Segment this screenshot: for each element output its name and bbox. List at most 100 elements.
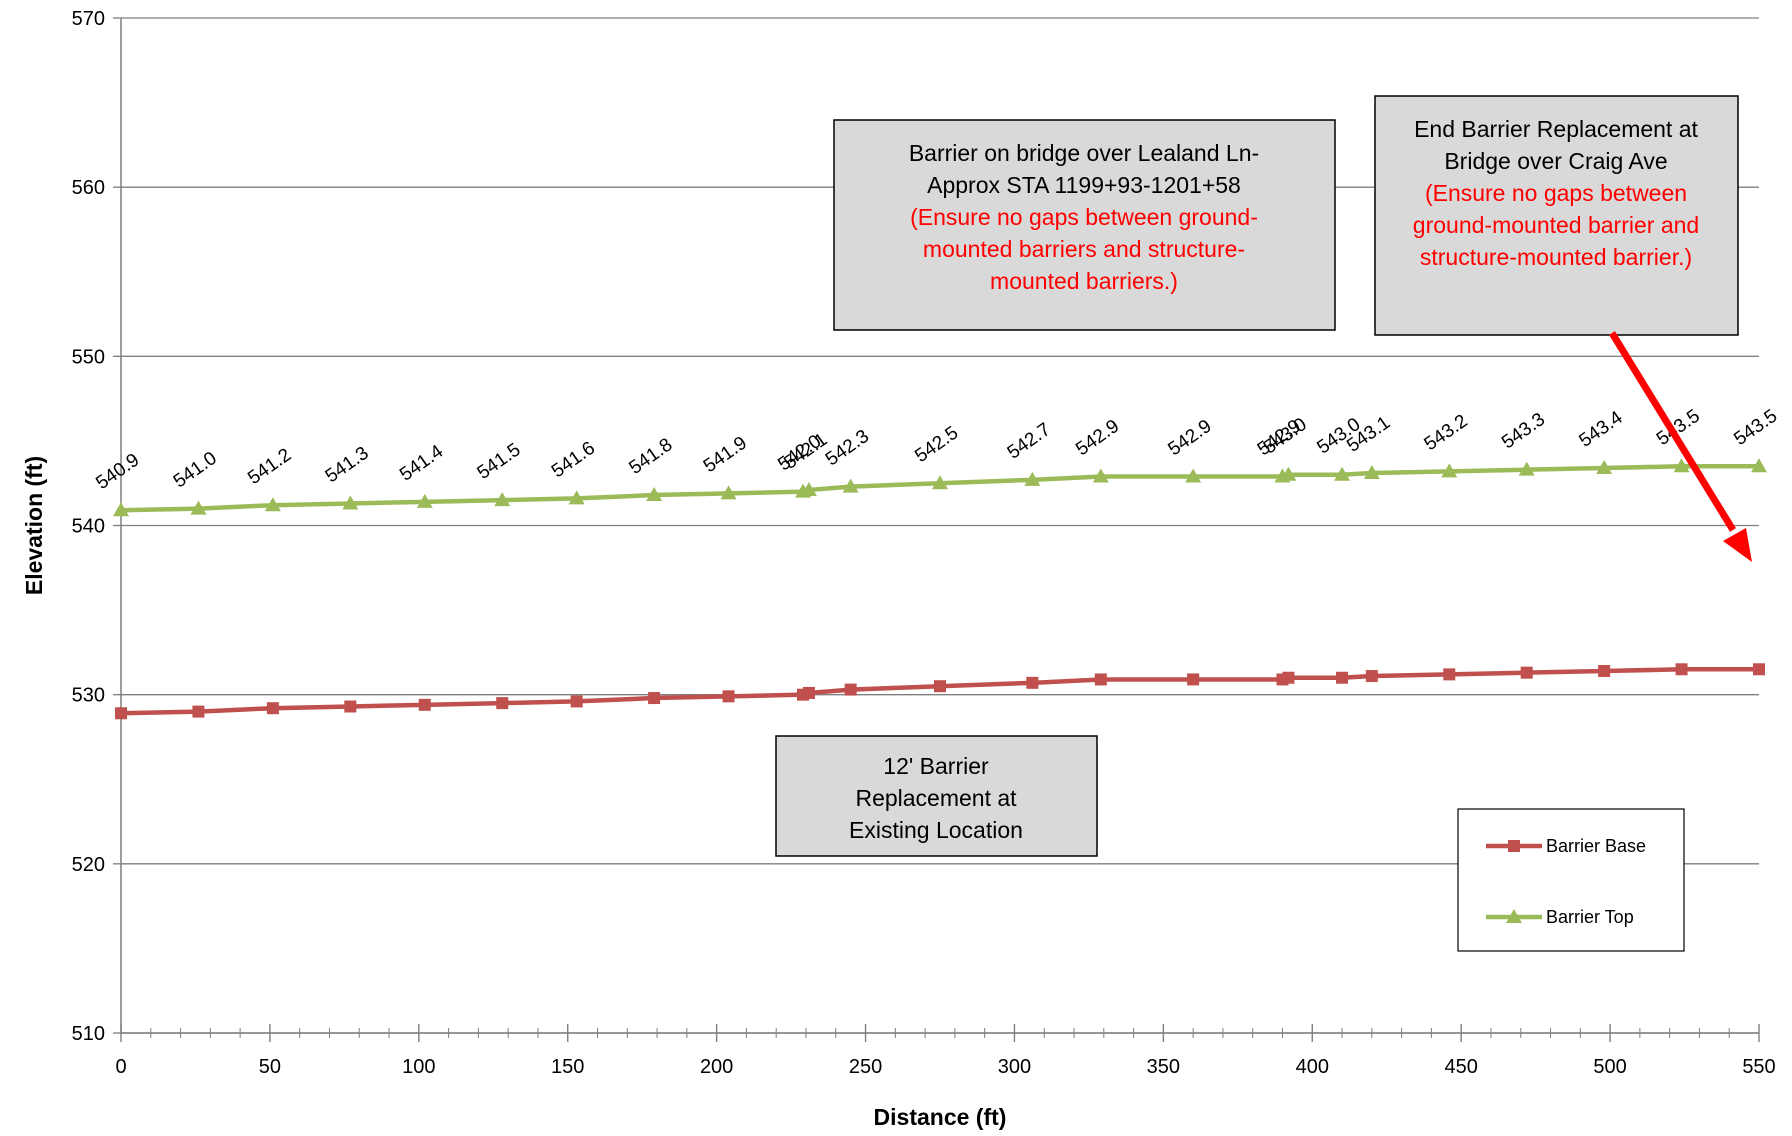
annotation-line: End Barrier Replacement at	[1414, 116, 1698, 142]
annotation-line: Existing Location	[849, 817, 1023, 843]
barrier-top-point	[842, 478, 859, 493]
barrier-top-point	[494, 492, 511, 507]
x-tick-label: 450	[1444, 1056, 1477, 1078]
data-label: 542.9	[1164, 416, 1215, 460]
barrier-top-point	[1751, 458, 1767, 473]
data-label: 543.4	[1575, 407, 1626, 452]
barrier-base-point	[844, 683, 857, 696]
y-tick-label: 520	[72, 854, 105, 876]
barrier-base-point	[722, 690, 735, 703]
barrier-base-point	[266, 702, 279, 715]
data-label: 543.2	[1421, 411, 1472, 455]
data-label: 541.4	[396, 441, 447, 486]
legend-label: Barrier Base	[1546, 836, 1646, 856]
barrier-base-point	[1026, 676, 1039, 689]
barrier-top-point	[1518, 461, 1535, 476]
x-tick-label: 350	[1147, 1056, 1180, 1078]
annotation-line: Bridge over Craig Ave	[1444, 148, 1667, 174]
x-tick-label: 100	[402, 1056, 435, 1078]
annotation-line: (Ensure no gaps between ground-	[910, 204, 1258, 230]
barrier-base-point	[1675, 663, 1688, 676]
barrier-base-point	[1187, 673, 1200, 686]
barrier-base-point	[496, 697, 509, 710]
y-tick-label: 550	[72, 346, 105, 368]
legend: Barrier Base Barrier Top	[1457, 808, 1685, 952]
barrier-base-point	[418, 698, 431, 711]
annotation-box-bridge-lealand	[833, 119, 1336, 331]
legend-swatch-marker	[1506, 909, 1522, 923]
red-arrow-head	[1723, 528, 1752, 562]
legend-box	[1457, 808, 1685, 952]
data-label: 542.9	[1072, 416, 1123, 460]
data-label: 541.0	[170, 448, 221, 492]
x-tick-label: 500	[1593, 1056, 1626, 1078]
barrier-base-point	[1443, 668, 1456, 681]
barrier-top-point	[568, 490, 585, 505]
data-label: 542.7	[1004, 419, 1055, 463]
barrier-top-point	[1024, 471, 1041, 486]
barrier-top-point	[1673, 458, 1690, 473]
legend-label: Barrier Top	[1546, 907, 1634, 927]
barrier-base-point	[1365, 670, 1378, 683]
barrier-base-point	[1520, 666, 1533, 679]
annotation-line: structure-mounted barrier.)	[1420, 244, 1692, 270]
x-tick-label: 150	[551, 1056, 584, 1078]
barrier-top-point	[1363, 465, 1380, 480]
y-tick-label: 510	[72, 1023, 105, 1045]
barrier-top-point	[932, 475, 948, 490]
x-tick-label: 300	[998, 1056, 1031, 1078]
barrier-base-point	[1598, 664, 1611, 677]
barrier-top-point	[720, 485, 737, 500]
x-tick-label: 550	[1742, 1056, 1775, 1078]
y-tick-label: 540	[72, 516, 105, 538]
barrier-base-point	[344, 700, 357, 713]
barrier-base-point	[648, 692, 661, 705]
annotation-line: ground-mounted barrier and	[1413, 212, 1699, 238]
data-label: 540.9	[92, 450, 143, 494]
barrier-top-point	[800, 481, 817, 496]
data-label: 541.5	[474, 439, 525, 483]
barrier-base-point	[1282, 671, 1295, 684]
annotation-line: Approx STA 1199+93-1201+58	[927, 172, 1241, 198]
annotation-line: mounted barriers.)	[990, 268, 1178, 294]
axes-layer: 510 520 530 540 550 560 570 0 50 100 150 200 250 300 3…	[21, 8, 1776, 1130]
barrier-base-point	[192, 705, 205, 718]
legend-swatch-marker	[1508, 840, 1520, 852]
barrier-top-point	[1596, 459, 1613, 474]
data-label: 541.3	[322, 443, 373, 487]
data-label: 541.6	[548, 438, 599, 482]
series-layer	[113, 458, 1767, 720]
y-tick-label: 530	[72, 685, 105, 707]
barrier-top-point	[646, 487, 663, 502]
barrier-top-point	[342, 495, 359, 510]
annotation-box-end-barrier-craig	[1374, 95, 1739, 336]
barrier-top-point	[416, 493, 433, 508]
barrier-top-point	[264, 497, 281, 512]
data-label: 541.2	[244, 444, 295, 488]
data-label: 543.5	[1730, 406, 1781, 450]
annotations-layer: Barrier on bridge over Lealand Ln- Approx…	[775, 95, 1752, 857]
data-label: 541.8	[625, 434, 676, 478]
x-tick-label: 200	[700, 1056, 733, 1078]
barrier-base-point	[1094, 673, 1107, 686]
barrier-base-point	[802, 686, 815, 699]
barrier-top-point	[1280, 466, 1297, 481]
barrier-base-point	[115, 707, 127, 720]
y-axis-title: Elevation (ft)	[21, 456, 47, 595]
x-tick-label: 250	[849, 1056, 882, 1078]
barrier-base-point	[934, 680, 946, 693]
barrier-top-point	[1185, 468, 1202, 483]
annotation-line: Replacement at	[855, 785, 1017, 811]
annotation-line: (Ensure no gaps between	[1425, 180, 1687, 206]
annotation-box-replacement-12ft	[775, 735, 1098, 857]
barrier-top-point	[113, 502, 129, 517]
data-label: 542.3	[822, 426, 873, 470]
data-label: 543.3	[1498, 409, 1549, 453]
annotation-line: 12' Barrier	[883, 753, 989, 779]
barrier-base-point	[1753, 663, 1765, 676]
barrier-top-point	[1092, 468, 1109, 483]
barrier-top-point	[190, 500, 207, 515]
x-tick-label: 0	[115, 1056, 126, 1078]
